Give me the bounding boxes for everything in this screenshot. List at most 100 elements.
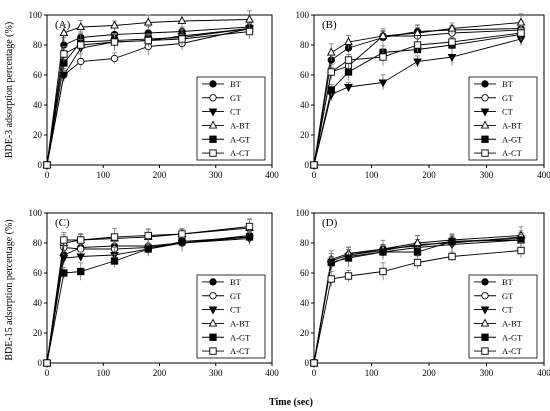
legend-marker (209, 347, 217, 355)
legend-label: BT (230, 79, 242, 89)
y-tick-label: 60 (300, 268, 310, 278)
data-point (76, 22, 86, 31)
data-point (60, 50, 68, 58)
y-tick-label: 0 (305, 160, 310, 170)
data-point (110, 20, 119, 29)
data-point (310, 359, 318, 367)
legend-marker (209, 149, 217, 157)
data-point (413, 58, 422, 67)
data-point (77, 236, 85, 244)
data-point (447, 53, 457, 62)
x-tick-label: 300 (480, 170, 494, 180)
data-point (110, 233, 119, 241)
data-point (60, 236, 68, 244)
x-tick-label: 300 (209, 170, 223, 180)
y-tick-label: 80 (33, 238, 43, 248)
data-point (110, 257, 119, 265)
legend-marker (209, 278, 217, 286)
legend-label: A-CT (230, 148, 251, 158)
legend-marker (481, 333, 489, 341)
y-axis-title-bottom: BDE-15 adsorption percentage (%) (4, 219, 15, 360)
series-a-ct (43, 218, 254, 367)
legend-label: CT (502, 305, 514, 315)
legend-label: BT (502, 277, 514, 287)
legend-box (468, 274, 538, 359)
legend-marker (481, 292, 489, 300)
legend-box (196, 76, 266, 161)
series-a-ct (310, 24, 525, 169)
data-point (245, 233, 254, 241)
x-tick-label: 400 (537, 170, 550, 180)
legend-label: A-BT (502, 318, 523, 328)
legend-marker (209, 80, 217, 88)
data-point (413, 28, 422, 37)
data-point (327, 258, 335, 267)
data-point (326, 47, 336, 56)
legend: BT GT CT A-BT A-GT A-CT (196, 76, 266, 161)
x-tick-label: 100 (97, 368, 111, 378)
data-point (245, 14, 254, 23)
data-point (344, 68, 353, 76)
y-tick-label: 60 (33, 268, 43, 278)
legend-label: CT (230, 305, 242, 315)
x-tick-label: 200 (153, 368, 167, 378)
data-point (517, 236, 525, 244)
series-a-bt (309, 13, 526, 169)
series-a-ct (43, 23, 254, 169)
legend-label: CT (502, 107, 514, 117)
y-tick-label: 80 (300, 40, 310, 50)
legend-label: A-GT (230, 134, 251, 144)
panels: 0 100 200 300 400020406080100(A)BTGTCTA-BTA-… (29, 10, 550, 378)
series-a-ct (310, 242, 525, 367)
legend-label: A-BT (230, 318, 251, 328)
x-tick-label: 100 (365, 368, 379, 378)
data-point (379, 53, 387, 61)
legend-label: GT (502, 93, 514, 103)
x-tick-label: 400 (265, 170, 279, 180)
data-point (517, 246, 525, 255)
data-point (43, 359, 51, 367)
x-tick-label: 200 (422, 368, 436, 378)
chart-panel: 0 100 200 300 400 0 20 40 60 80 100 (A) BT GT CT A-BT A-… (29, 10, 280, 180)
legend: BT GT CT A-BT A-GT A-CT (196, 274, 266, 359)
y-tick-label: 100 (29, 208, 43, 218)
legend-marker (208, 306, 218, 315)
legend-label: A-GT (502, 332, 523, 342)
x-tick-label: 400 (265, 368, 279, 378)
legend-marker (209, 135, 217, 143)
y-tick-label: 0 (38, 358, 43, 368)
y-tick-label: 100 (296, 208, 310, 218)
legend-marker (481, 135, 489, 143)
legend: BT GT CT A-BT A-GT A-CT (468, 76, 538, 161)
y-tick-label: 100 (296, 10, 310, 20)
legend-label: CT (230, 107, 242, 117)
data-point (413, 248, 422, 256)
y-axis-title-top: BDE-3 adsorption percentage (%) (4, 22, 15, 158)
data-point (77, 57, 85, 66)
data-point (77, 41, 85, 49)
x-tick-label: 0 (45, 368, 50, 378)
y-tick-label: 20 (33, 130, 43, 140)
panel-label: (B) (322, 19, 337, 31)
legend-label: A-BT (230, 120, 251, 130)
y-tick-label: 20 (300, 130, 310, 140)
x-axis-title: Time (sec) (269, 397, 313, 408)
data-point (379, 248, 387, 256)
legend: BT GT CT A-BT A-GT A-CT (468, 274, 538, 359)
panel-label: (A) (55, 19, 71, 31)
y-tick-label: 100 (29, 10, 43, 20)
panel-label: (C) (55, 217, 70, 229)
y-tick-label: 40 (33, 100, 43, 110)
data-point (144, 36, 152, 45)
data-point (448, 252, 456, 261)
data-point (245, 222, 254, 231)
y-tick-label: 60 (300, 70, 310, 80)
y-tick-label: 40 (300, 298, 310, 308)
legend-label: GT (230, 93, 242, 103)
legend-label: A-GT (502, 134, 523, 144)
legend-marker (481, 80, 489, 88)
legend-label: BT (502, 79, 514, 89)
panel-label: (D) (322, 217, 338, 229)
data-point (327, 68, 335, 76)
y-tick-label: 80 (33, 40, 43, 50)
